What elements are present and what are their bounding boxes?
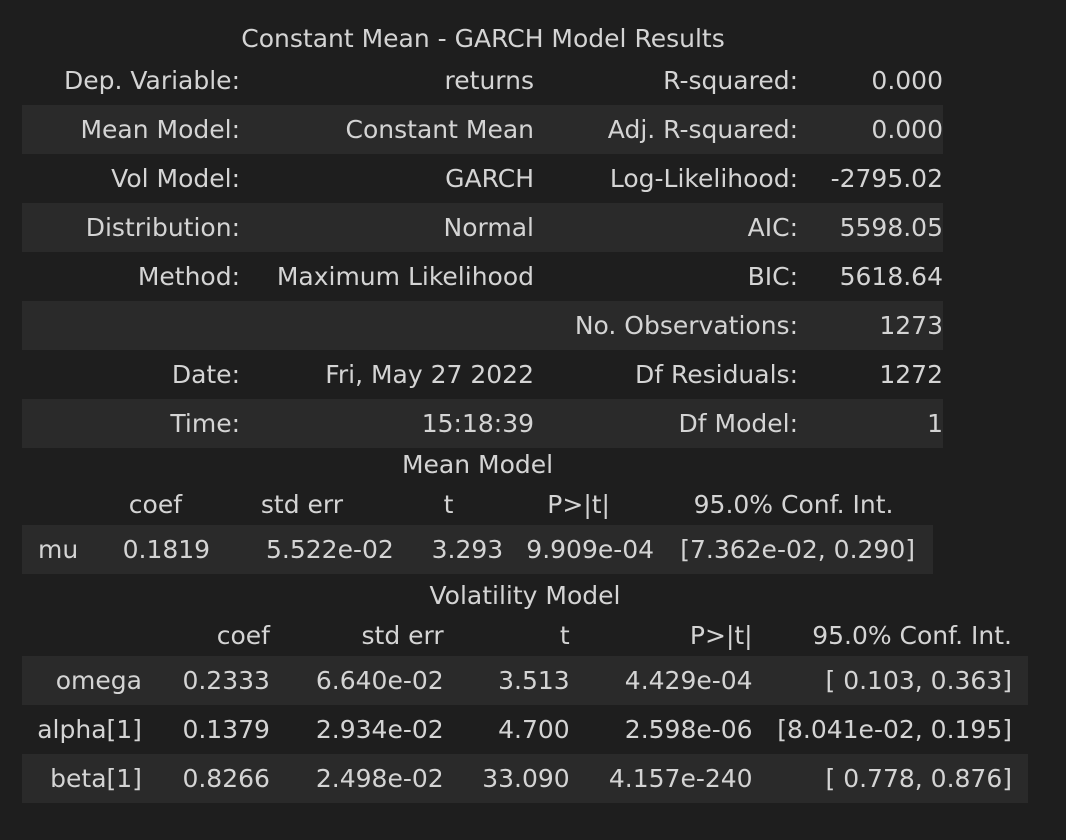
mean-model-table: coef std err t P>|t| 95.0% Conf. Int. mu… bbox=[22, 483, 933, 574]
summary-row: Distribution: Normal AIC: 5598.05 bbox=[22, 203, 943, 252]
summary-key: Distribution: bbox=[22, 203, 240, 252]
summary-row: Time: 15:18:39 Df Model: 1 bbox=[22, 399, 943, 448]
column-header bbox=[22, 614, 144, 656]
column-header: t bbox=[443, 489, 454, 519]
table-row: alpha[1] 0.1379 2.934e-02 4.700 2.598e-0… bbox=[22, 705, 1028, 754]
column-header: t bbox=[559, 620, 570, 650]
column-header: 95.0% Conf. Int. bbox=[693, 489, 894, 519]
column-header bbox=[22, 483, 101, 525]
table-cell: [8.041e-02, 0.195] bbox=[777, 715, 1012, 744]
summary-row: Vol Model: GARCH Log-Likelihood: -2795.0… bbox=[22, 154, 943, 203]
summary-row: Mean Model: Constant Mean Adj. R-squared… bbox=[22, 105, 943, 154]
summary-row: Dep. Variable: returns R-squared: 0.000 bbox=[22, 56, 943, 105]
table-row: beta[1] 0.8266 2.498e-02 33.090 4.157e-2… bbox=[22, 754, 1028, 803]
summary-value: 5598.05 bbox=[798, 203, 943, 252]
table-cell: 2.598e-06 bbox=[624, 715, 753, 744]
summary-key: Dep. Variable: bbox=[63, 66, 240, 95]
summary-value: 1272 bbox=[879, 360, 943, 389]
table-cell: 3.293 bbox=[393, 525, 504, 574]
mean-model-caption: Mean Model bbox=[401, 450, 554, 479]
summary-key: Df Residuals: bbox=[634, 360, 798, 389]
summary-key: Adj. R-squared: bbox=[534, 105, 798, 154]
summary-key: No. Observations: bbox=[534, 301, 798, 350]
volatility-model-caption: Volatility Model bbox=[429, 581, 621, 610]
summary-key: Mean Model: bbox=[22, 105, 240, 154]
volatility-model-table: coef std err t P>|t| 95.0% Conf. Int. om… bbox=[22, 614, 1028, 803]
summary-value: 15:18:39 bbox=[240, 399, 534, 448]
table-cell: 4.700 bbox=[498, 715, 570, 744]
summary-value: 1 bbox=[798, 399, 943, 448]
column-header: 95.0% Conf. Int. bbox=[812, 620, 1012, 650]
table-cell: 0.8266 bbox=[143, 754, 270, 803]
summary-value: Constant Mean bbox=[240, 105, 534, 154]
table-cell: 0.1379 bbox=[182, 715, 270, 744]
summary-value: 0.000 bbox=[871, 66, 943, 95]
table-row: omega 0.2333 6.640e-02 3.513 4.429e-04 [… bbox=[22, 656, 1028, 705]
table-cell: 2.498e-02 bbox=[269, 754, 444, 803]
table-cell: 5.522e-02 bbox=[210, 525, 394, 574]
results-title: Constant Mean - GARCH Model Results bbox=[241, 24, 725, 53]
column-header: std err bbox=[361, 620, 444, 650]
summary-key bbox=[22, 301, 240, 350]
table-cell: 33.090 bbox=[443, 754, 570, 803]
table-cell: [ 0.103, 0.363] bbox=[752, 656, 1028, 705]
summary-value: 0.000 bbox=[798, 105, 943, 154]
summary-key: Date: bbox=[171, 360, 240, 389]
table-cell: 0.2333 bbox=[143, 656, 270, 705]
summary-row: Date: Fri, May 27 2022 Df Residuals: 127… bbox=[22, 350, 943, 399]
mean-model-header: coef std err t P>|t| 95.0% Conf. Int. bbox=[22, 483, 933, 525]
summary-value: Maximum Likelihood bbox=[276, 262, 534, 291]
summary-key: Vol Model: bbox=[111, 164, 240, 193]
summary-key: R-squared: bbox=[663, 66, 798, 95]
param-name: mu bbox=[22, 525, 101, 574]
summary-value: Fri, May 27 2022 bbox=[325, 360, 534, 389]
column-header: coef bbox=[128, 489, 183, 519]
summary-key: BIC: bbox=[747, 262, 798, 291]
summary-row: No. Observations: 1273 bbox=[22, 301, 943, 350]
summary-value: Normal bbox=[240, 203, 534, 252]
summary-key: Log-Likelihood: bbox=[609, 164, 798, 193]
summary-value: 1273 bbox=[798, 301, 943, 350]
param-name: beta[1] bbox=[22, 754, 144, 803]
column-header: P>|t| bbox=[547, 489, 610, 519]
table-cell: 9.909e-04 bbox=[503, 525, 655, 574]
column-header: std err bbox=[260, 489, 344, 519]
summary-key: Df Model: bbox=[534, 399, 798, 448]
column-header: P>|t| bbox=[689, 620, 753, 650]
summary-value: returns bbox=[444, 66, 534, 95]
summary-value bbox=[240, 301, 534, 350]
summary-value: 5618.64 bbox=[839, 262, 943, 291]
table-cell: 2.934e-02 bbox=[315, 715, 444, 744]
table-cell: 0.1819 bbox=[100, 525, 211, 574]
column-header: coef bbox=[216, 620, 270, 650]
summary-key: Method: bbox=[137, 262, 240, 291]
table-row: mu 0.1819 5.522e-02 3.293 9.909e-04 [7.3… bbox=[22, 525, 933, 574]
summary-row: Method: Maximum Likelihood BIC: 5618.64 bbox=[22, 252, 943, 301]
summary-value: GARCH bbox=[445, 164, 534, 193]
table-cell: 4.429e-04 bbox=[569, 656, 753, 705]
table-cell: 3.513 bbox=[443, 656, 570, 705]
summary-key: AIC: bbox=[534, 203, 798, 252]
table-cell: [7.362e-02, 0.290] bbox=[654, 525, 933, 574]
volatility-model-header: coef std err t P>|t| 95.0% Conf. Int. bbox=[22, 614, 1028, 656]
summary-table: Dep. Variable: returns R-squared: 0.000 … bbox=[22, 56, 943, 448]
table-cell: [ 0.778, 0.876] bbox=[752, 754, 1028, 803]
param-name: alpha[1] bbox=[37, 715, 142, 744]
table-cell: 4.157e-240 bbox=[569, 754, 753, 803]
summary-value: -2795.02 bbox=[830, 164, 943, 193]
table-cell: 6.640e-02 bbox=[269, 656, 444, 705]
param-name: omega bbox=[22, 656, 144, 705]
summary-key: Time: bbox=[22, 399, 240, 448]
